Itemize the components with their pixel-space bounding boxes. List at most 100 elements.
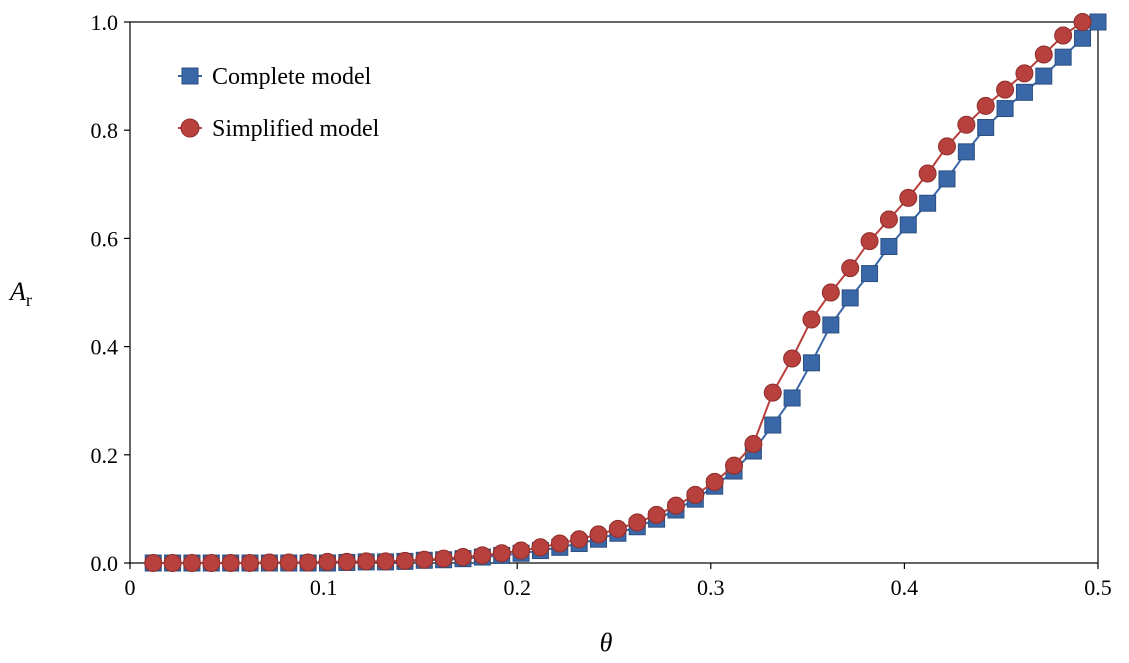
data-point-circle: [860, 232, 879, 251]
y-tick-label: 0.0: [91, 551, 119, 576]
data-point-circle: [241, 554, 260, 572]
x-tick-label: 0: [125, 575, 136, 600]
data-point-circle: [841, 259, 860, 278]
data-point-circle: [550, 534, 569, 553]
data-point-circle: [608, 519, 627, 538]
data-point-square: [841, 289, 859, 307]
data-point-circle: [666, 496, 685, 515]
data-point-circle: [1054, 26, 1073, 45]
data-point-circle: [783, 349, 802, 368]
data-point-circle: [957, 115, 976, 134]
data-point-square: [957, 143, 975, 161]
data-point-square: [802, 354, 820, 372]
data-point-circle: [918, 164, 937, 183]
data-point-circle: [1034, 45, 1053, 64]
legend-item-complete: Complete model: [178, 64, 372, 90]
data-point-circle: [434, 549, 453, 568]
y-tick-label: 1.0: [91, 10, 119, 35]
x-tick-label: 0.2: [503, 575, 531, 600]
data-point-square: [977, 118, 995, 136]
data-point-circle: [492, 544, 511, 563]
data-point-circle: [163, 554, 182, 572]
data-point-circle: [744, 434, 763, 453]
y-axis-title-subscript: r: [26, 290, 32, 310]
data-point-circle: [473, 546, 492, 565]
data-point-circle: [318, 552, 337, 571]
data-point-circle: [512, 541, 531, 560]
y-tick-label: 0.8: [91, 118, 119, 143]
data-point-square: [764, 416, 782, 434]
y-tick-label: 0.2: [91, 443, 119, 468]
data-point-square: [938, 170, 956, 188]
series-layer: [144, 13, 1107, 572]
data-point-circle: [976, 96, 995, 115]
x-tick-label: 0.4: [891, 575, 919, 600]
data-point-circle: [144, 554, 163, 572]
plot-frame: [129, 21, 1099, 564]
data-point-square: [822, 316, 840, 334]
series-simplified-model: [144, 13, 1092, 572]
y-axis-title: Ar: [8, 277, 32, 310]
data-point-circle: [1015, 64, 1034, 83]
data-point-square: [861, 265, 879, 283]
x-axis-ticks: 0 0.1 0.2 0.3 0.4 0.5: [125, 563, 1112, 600]
data-point-square: [996, 100, 1014, 118]
data-point-circle: [1073, 13, 1092, 31]
data-point-circle: [531, 538, 550, 557]
data-point-circle: [628, 513, 647, 532]
data-point-circle: [299, 553, 318, 572]
data-point-circle: [182, 554, 201, 572]
data-point-circle: [395, 551, 414, 570]
legend-marker-square: [181, 67, 199, 85]
data-point-square: [1074, 29, 1092, 47]
legend-label-complete: Complete model: [212, 64, 372, 90]
data-point-square: [1015, 83, 1033, 101]
legend-marker-circle: [180, 118, 200, 138]
data-point-circle: [279, 553, 298, 572]
y-axis-ticks: 0.0 0.2 0.4 0.6 0.8 1.0: [91, 10, 130, 576]
legend: Complete model Simplified model: [178, 64, 380, 142]
legend-label-simplified: Simplified model: [212, 116, 380, 142]
data-point-circle: [589, 525, 608, 544]
x-tick-label: 0.3: [697, 575, 725, 600]
data-point-circle: [202, 554, 221, 572]
data-point-circle: [260, 553, 279, 572]
x-axis-title: θ: [600, 628, 613, 657]
data-point-circle: [337, 552, 356, 571]
plot-area: [129, 21, 1099, 564]
data-point-circle: [357, 552, 376, 571]
data-point-circle: [899, 188, 918, 207]
data-point-circle: [705, 472, 724, 491]
data-point-circle: [647, 505, 666, 524]
data-point-square: [1054, 48, 1072, 66]
legend-item-simplified: Simplified model: [178, 116, 380, 142]
data-point-circle: [763, 383, 782, 402]
y-axis-title-main: A: [8, 277, 26, 306]
x-tick-label: 0.5: [1084, 575, 1112, 600]
data-point-circle: [415, 550, 434, 569]
data-point-circle: [453, 548, 472, 567]
series-complete-model: [144, 13, 1107, 572]
x-tick-label: 0.1: [310, 575, 338, 600]
y-tick-label: 0.6: [91, 226, 119, 251]
series-line: [153, 21, 1084, 564]
data-point-square: [899, 216, 917, 234]
data-point-circle: [686, 485, 705, 504]
series-line: [153, 21, 1099, 564]
y-tick-label: 0.4: [91, 335, 119, 360]
data-point-circle: [802, 310, 821, 329]
data-point-circle: [937, 137, 956, 156]
data-point-circle: [376, 552, 395, 571]
data-point-circle: [821, 283, 840, 302]
data-point-square: [1035, 67, 1053, 85]
data-point-circle: [879, 210, 898, 229]
data-point-square: [919, 194, 937, 212]
data-point-circle: [570, 530, 589, 549]
data-point-square: [783, 389, 801, 407]
data-point-square: [1089, 13, 1107, 31]
data-point-circle: [996, 80, 1015, 99]
data-point-circle: [221, 554, 240, 572]
data-point-circle: [725, 456, 744, 475]
data-point-square: [880, 238, 898, 256]
